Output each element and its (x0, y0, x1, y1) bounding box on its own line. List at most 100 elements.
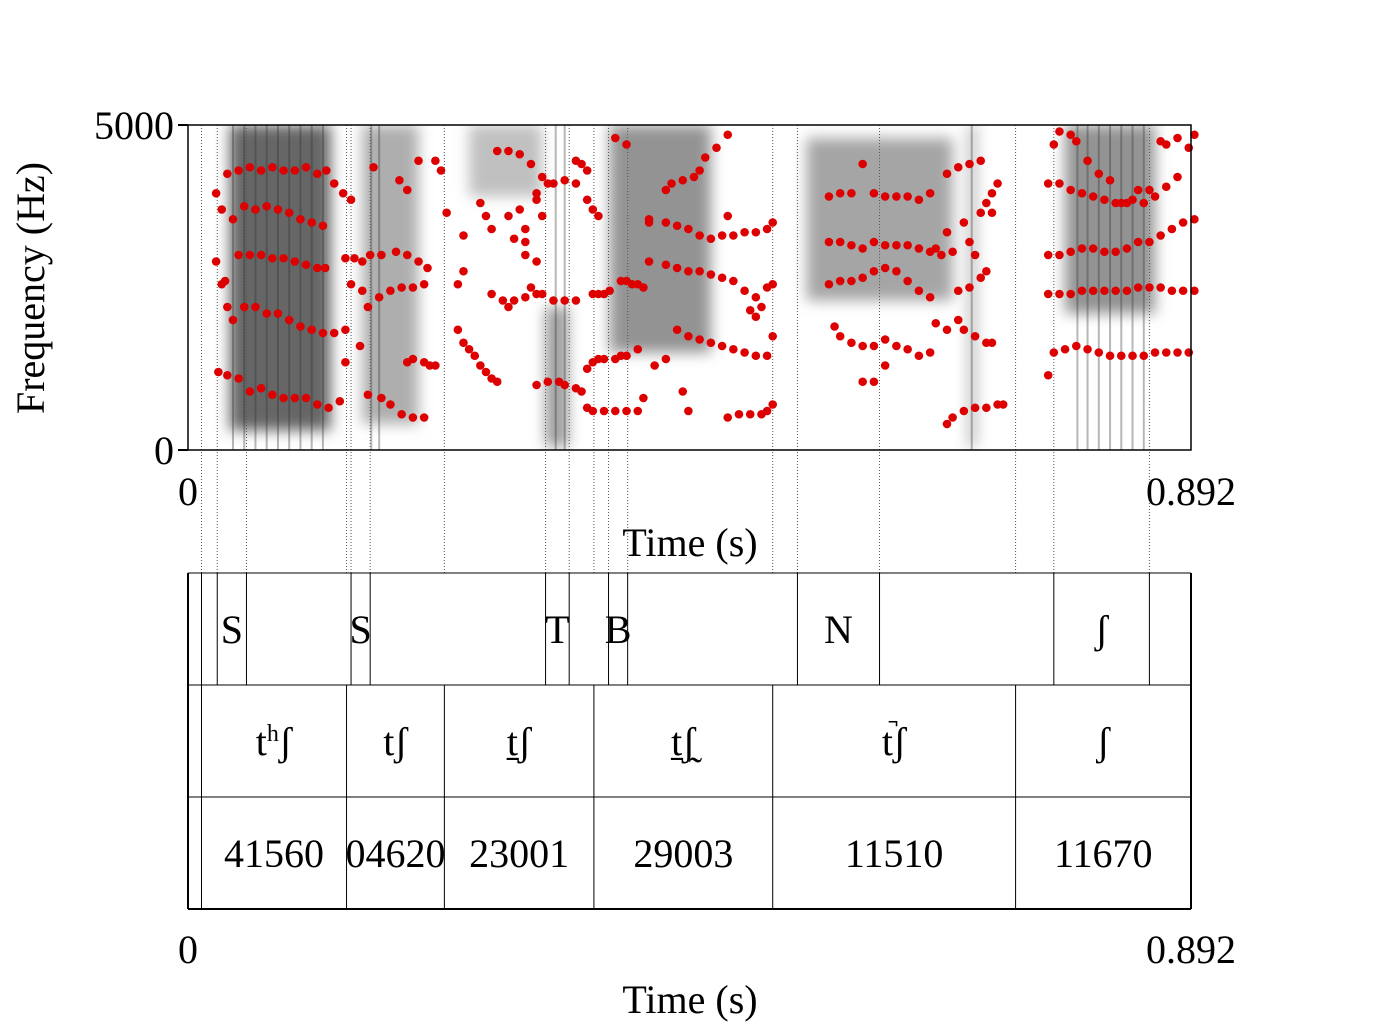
formant-point (341, 253, 350, 263)
formant-point (1088, 192, 1098, 201)
formant-point (476, 361, 485, 370)
formant-point (729, 276, 738, 286)
formant-point (847, 240, 856, 250)
formant-point (1178, 286, 1188, 296)
formant-point (223, 302, 232, 312)
tier-label: t̠ʃ (506, 719, 532, 764)
formant-point (734, 409, 744, 419)
formant-point (234, 374, 243, 383)
formant-point (858, 341, 867, 351)
formant-point (982, 403, 991, 413)
formant-point (395, 175, 404, 185)
formant-point (903, 240, 912, 250)
formant-point (1066, 185, 1075, 195)
formant-point (1055, 179, 1064, 188)
formant-point (689, 172, 699, 182)
formant-point (695, 166, 704, 175)
formant-point (880, 263, 890, 273)
formant-point (234, 250, 243, 260)
formant-point (1161, 348, 1171, 357)
formant-point (588, 406, 598, 416)
formant-point (341, 357, 350, 367)
formant-point (768, 279, 778, 289)
formant-point (521, 224, 530, 234)
formant-point (217, 205, 227, 214)
formant-point (1072, 136, 1081, 146)
formant-point (322, 166, 331, 175)
formant-point (706, 338, 716, 348)
formant-point (1077, 286, 1087, 296)
formant-point (965, 283, 974, 292)
x-tick-label-start: 0 (178, 469, 198, 514)
formant-point (549, 296, 558, 305)
tier-label: thʃ (256, 719, 293, 764)
formant-point (661, 185, 671, 195)
formant-point (492, 146, 502, 156)
formant-point (599, 354, 609, 364)
formant-point (228, 214, 238, 224)
formant-point (1156, 283, 1165, 292)
formant-point (672, 221, 682, 231)
formant-point (234, 166, 243, 175)
formant-point (751, 351, 761, 361)
formant-point (925, 348, 935, 357)
formant-point (279, 393, 288, 403)
formant-point (914, 286, 924, 296)
formant-point (633, 406, 643, 416)
formant-point (745, 409, 755, 419)
formant-point (1066, 289, 1075, 299)
formant-point (582, 364, 592, 374)
formant-point (290, 257, 300, 266)
formant-point (307, 218, 316, 227)
formant-point (729, 231, 738, 240)
formant-point (1190, 130, 1199, 140)
formant-point (987, 208, 997, 218)
formant-point (723, 130, 733, 140)
formant-point (245, 387, 255, 396)
formant-point (717, 273, 727, 283)
formant-point (423, 263, 432, 273)
formant-point (504, 302, 513, 312)
formant-point (1173, 133, 1182, 143)
tier-label: ʃ (1096, 719, 1111, 764)
formant-point (768, 400, 778, 409)
tier-label: T (545, 607, 569, 652)
formant-point (1161, 182, 1171, 192)
formant-point (824, 237, 834, 247)
formant-point (661, 218, 671, 227)
formant-point (459, 231, 468, 240)
formant-point (622, 351, 631, 361)
tier-label: 29003 (633, 831, 733, 876)
formant-point (386, 400, 395, 409)
formant-point (582, 195, 592, 205)
formant-point (320, 263, 330, 273)
formant-point (1077, 188, 1087, 198)
formant-point (1145, 237, 1154, 247)
formant-point (706, 234, 716, 244)
formant-point (740, 227, 749, 237)
formant-point (835, 331, 845, 341)
x-tick-label-end: 0.892 (1146, 469, 1236, 514)
tier-label: S (349, 607, 371, 652)
formant-point (453, 279, 463, 289)
formant-point (880, 335, 890, 344)
formant-point (1043, 370, 1053, 380)
formant-point (498, 296, 508, 305)
formant-point (959, 218, 969, 227)
formant-point (560, 380, 569, 390)
formant-point (869, 266, 879, 276)
formant-point (338, 188, 348, 198)
formant-point (684, 331, 693, 341)
formant-point (571, 179, 581, 188)
formant-point (965, 159, 974, 169)
formant-point (436, 166, 446, 175)
formant-point (622, 406, 631, 416)
formant-point (1122, 244, 1132, 253)
formant-point (745, 305, 755, 315)
formant-point (1077, 244, 1087, 253)
formant-point (914, 351, 924, 361)
formant-point (1133, 283, 1143, 292)
formant-point (1072, 341, 1081, 351)
formant-point (251, 205, 260, 214)
formant-point (717, 341, 727, 351)
